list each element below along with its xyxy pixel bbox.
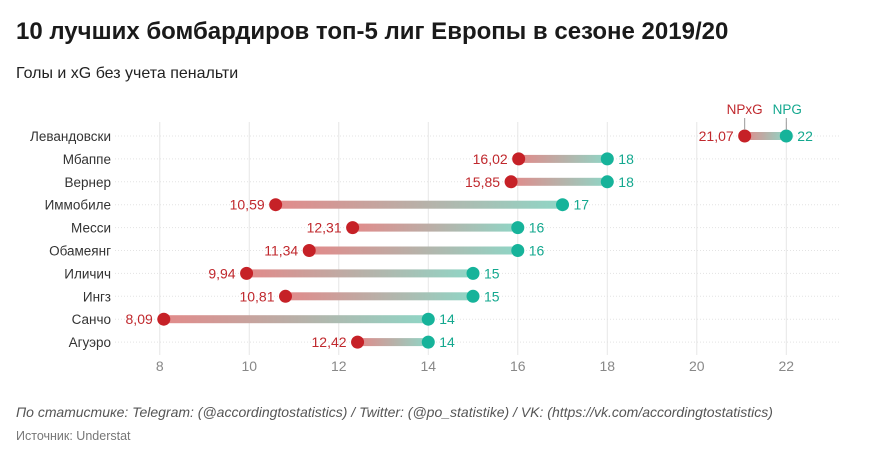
dumbbell-bar — [246, 269, 474, 278]
category-label: Обамеянг — [49, 244, 111, 259]
npxg-point — [279, 289, 293, 303]
npg-point — [421, 335, 435, 349]
npxg-point — [346, 221, 360, 235]
npxg-point — [512, 152, 526, 166]
npxg-data-label: 15,85 — [465, 174, 500, 190]
category-label: Иммобиле — [45, 198, 111, 213]
npxg-data-label: 11,34 — [264, 243, 298, 259]
legend-npxg: NPxG — [727, 102, 763, 117]
npg-point — [600, 152, 614, 166]
npg-data-label: 14 — [439, 311, 455, 327]
x-tick-label: 16 — [510, 358, 526, 374]
category-label: Ингз — [83, 289, 111, 304]
x-tick-label: 20 — [689, 358, 705, 374]
dumbbell-bar — [163, 315, 429, 324]
footer-note: По статистике: Telegram: (@accordingtost… — [16, 404, 773, 420]
npxg-point — [240, 266, 254, 280]
npxg-data-label: 21,07 — [699, 128, 734, 144]
npxg-point — [157, 312, 171, 326]
npxg-point — [302, 244, 316, 257]
category-label: Иличич — [64, 266, 111, 281]
npg-data-label: 18 — [618, 174, 634, 190]
npxg-data-label: 10,59 — [230, 197, 265, 213]
npxg-point — [504, 175, 518, 189]
npxg-data-label: 12,31 — [307, 220, 342, 236]
npg-point — [511, 221, 525, 235]
x-tick-label: 22 — [779, 358, 795, 374]
npg-data-label: 17 — [574, 197, 590, 213]
npg-point — [556, 198, 570, 212]
x-tick-label: 8 — [156, 358, 164, 374]
x-tick-label: 18 — [599, 358, 615, 374]
npg-data-label: 15 — [484, 288, 500, 304]
category-label: Мбаппе — [63, 152, 111, 167]
x-tick-label: 14 — [420, 358, 436, 374]
dumbbell-bar — [352, 223, 518, 232]
dumbbell-bar — [511, 177, 608, 186]
npxg-point — [269, 198, 283, 212]
npg-data-label: 16 — [529, 220, 545, 236]
npxg-data-label: 8,09 — [126, 311, 153, 327]
dumbbell-bar — [357, 338, 429, 347]
dumbbell-bar — [285, 292, 474, 301]
dumbbell-bar — [518, 154, 608, 163]
npg-point — [511, 244, 525, 257]
category-label: Санчо — [72, 312, 111, 327]
category-label: Левандовски — [30, 129, 111, 144]
x-tick-label: 12 — [331, 358, 347, 374]
npxg-point — [351, 335, 365, 349]
npg-data-label: 18 — [618, 151, 634, 167]
category-label: Вернер — [65, 175, 112, 190]
legend-npg: NPG — [773, 102, 802, 117]
dumbbell-bar — [309, 246, 518, 255]
chart-title: 10 лучших бомбардиров топ-5 лиг Европы в… — [16, 18, 729, 45]
dumbbell-bar — [744, 132, 787, 140]
npg-data-label: 14 — [439, 334, 455, 350]
npg-point — [466, 266, 480, 280]
npg-data-label: 22 — [797, 128, 813, 144]
npg-data-label: 15 — [484, 265, 500, 281]
npxg-data-label: 16,02 — [473, 151, 508, 167]
npg-point — [600, 175, 614, 189]
npxg-point — [738, 129, 752, 143]
npg-data-label: 16 — [529, 243, 545, 259]
category-label: Месси — [71, 221, 111, 236]
category-label: Агуэро — [69, 335, 111, 350]
dumbbell-bar — [275, 200, 563, 209]
npg-point — [421, 312, 435, 326]
x-tick-label: 10 — [241, 358, 257, 374]
npxg-data-label: 9,94 — [208, 265, 235, 281]
npg-point — [779, 129, 793, 143]
chart-subtitle: Голы и xG без учета пенальти — [16, 65, 239, 82]
npxg-data-label: 12,42 — [312, 334, 347, 350]
footer-source: Источник: Understat — [16, 429, 131, 443]
npg-point — [466, 289, 480, 303]
npxg-data-label: 10,81 — [239, 288, 274, 304]
